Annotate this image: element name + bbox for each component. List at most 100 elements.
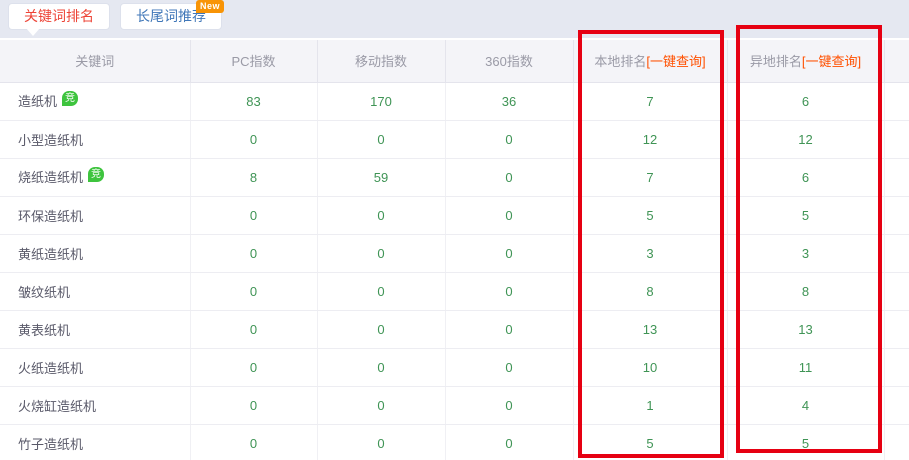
col-header-empty [884, 40, 909, 83]
keyword-label: 造纸机 [18, 94, 58, 109]
360-index-value: 0 [445, 158, 574, 197]
keyword-cell: 火纸造纸机 [0, 348, 191, 387]
local-rank-value: 12 [573, 120, 728, 159]
pc-index-value: 0 [190, 234, 318, 273]
keyword-label: 小型造纸机 [18, 132, 84, 148]
empty-cell [884, 120, 909, 159]
pc-index-value: 0 [190, 424, 318, 460]
col-header-local-rank: 本地排名[一键查询] [573, 40, 728, 83]
mobile-index-value: 0 [317, 120, 446, 159]
table-body: 造纸机竞 83 170 36 7 6 小型造纸机 0 0 0 12 12 烧纸造纸机竞 8 59 0 7 6 环保造… [0, 82, 909, 460]
local-rank-value: 3 [573, 234, 728, 273]
keyword-table: 关键词 PC指数 移动指数 360指数 本地排名[一键查询] 异地排名[一键查询… [0, 40, 909, 460]
keyword-label: 烧纸造纸机 [18, 170, 84, 185]
col-header-mobile-index: 移动指数 [317, 40, 446, 83]
pc-index-value: 83 [190, 82, 318, 121]
keyword-cell: 环保造纸机 [0, 196, 191, 235]
360-index-value: 0 [445, 386, 574, 425]
pc-index-value: 0 [190, 196, 318, 235]
pc-index-value: 0 [190, 120, 318, 159]
table-row: 环保造纸机 0 0 0 5 5 [0, 196, 909, 235]
remote-rank-value: 3 [727, 234, 885, 273]
keyword-cell: 火烧缸造纸机 [0, 386, 191, 425]
mobile-index-value: 0 [317, 386, 446, 425]
empty-cell [884, 234, 909, 273]
empty-cell [884, 158, 909, 197]
pc-index-value: 0 [190, 310, 318, 349]
table-header-row: 关键词 PC指数 移动指数 360指数 本地排名[一键查询] 异地排名[一键查询… [0, 40, 909, 83]
empty-cell [884, 386, 909, 425]
keyword-cell: 烧纸造纸机竞 [0, 158, 191, 197]
tab-keyword-ranking[interactable]: 关键词排名 [8, 3, 110, 30]
keyword-cell: 小型造纸机 [0, 120, 191, 159]
360-index-value: 0 [445, 120, 574, 159]
keyword-label: 黄表纸机 [18, 322, 71, 338]
local-rank-value: 5 [573, 424, 728, 460]
remote-rank-value: 5 [727, 196, 885, 235]
local-rank-value: 8 [573, 272, 728, 311]
local-rank-value: 10 [573, 348, 728, 387]
mobile-index-value: 0 [317, 272, 446, 311]
local-rank-value: 5 [573, 196, 728, 235]
360-index-value: 0 [445, 424, 574, 460]
bid-badge-icon: 竞 [88, 167, 105, 182]
local-query-link[interactable]: [一键查询] [646, 54, 706, 70]
local-rank-value: 7 [573, 82, 728, 121]
keyword-label: 黄纸造纸机 [18, 246, 84, 262]
new-badge: New [196, 0, 225, 13]
pc-index-value: 0 [190, 272, 318, 311]
remote-rank-value: 6 [727, 82, 885, 121]
mobile-index-value: 0 [317, 196, 446, 235]
360-index-value: 0 [445, 234, 574, 273]
360-index-value: 0 [445, 310, 574, 349]
bid-badge-icon: 竞 [62, 91, 79, 106]
mobile-index-value: 59 [317, 158, 446, 197]
empty-cell [884, 424, 909, 460]
local-rank-value: 7 [573, 158, 728, 197]
empty-cell [884, 272, 909, 311]
keyword-label: 火烧缸造纸机 [18, 398, 97, 414]
col-header-keyword: 关键词 [0, 40, 191, 83]
mobile-index-value: 0 [317, 348, 446, 387]
empty-cell [884, 310, 909, 349]
empty-cell [884, 196, 909, 235]
col-header-remote-rank: 异地排名[一键查询] [727, 40, 885, 83]
empty-cell [884, 82, 909, 121]
mobile-index-value: 170 [317, 82, 446, 121]
360-index-value: 0 [445, 272, 574, 311]
pc-index-value: 0 [190, 386, 318, 425]
remote-query-link[interactable]: [一键查询] [801, 54, 862, 70]
keyword-cell: 黄纸造纸机 [0, 234, 191, 273]
col-header-pc-index: PC指数 [190, 40, 318, 83]
keyword-cell: 黄表纸机 [0, 310, 191, 349]
keyword-cell: 皱纹纸机 [0, 272, 191, 311]
local-rank-value: 1 [573, 386, 728, 425]
remote-rank-value: 5 [727, 424, 885, 460]
keyword-label: 竹子造纸机 [18, 436, 84, 452]
remote-rank-value: 11 [727, 348, 885, 387]
table-row: 皱纹纸机 0 0 0 8 8 [0, 272, 909, 311]
col-header-360-index: 360指数 [445, 40, 574, 83]
table-row: 烧纸造纸机竞 8 59 0 7 6 [0, 158, 909, 197]
keyword-cell: 造纸机竞 [0, 82, 191, 121]
tab-bar: 关键词排名 长尾词推荐 New [0, 0, 909, 38]
remote-rank-value: 12 [727, 120, 885, 159]
mobile-index-value: 0 [317, 234, 446, 273]
keyword-cell: 竹子造纸机 [0, 424, 191, 460]
local-rank-value: 13 [573, 310, 728, 349]
360-index-value: 0 [445, 348, 574, 387]
table-row: 竹子造纸机 0 0 0 5 5 [0, 424, 909, 460]
remote-rank-value: 6 [727, 158, 885, 197]
remote-rank-value: 4 [727, 386, 885, 425]
remote-rank-label: 异地排名 [749, 54, 802, 70]
active-tab-pointer [26, 28, 40, 43]
remote-rank-value: 8 [727, 272, 885, 311]
360-index-value: 36 [445, 82, 574, 121]
table-row: 黄纸造纸机 0 0 0 3 3 [0, 234, 909, 273]
table-row: 黄表纸机 0 0 0 13 13 [0, 310, 909, 349]
mobile-index-value: 0 [317, 424, 446, 460]
local-rank-label: 本地排名 [594, 54, 647, 70]
pc-index-value: 8 [190, 158, 318, 197]
table-row: 火烧缸造纸机 0 0 0 1 4 [0, 386, 909, 425]
